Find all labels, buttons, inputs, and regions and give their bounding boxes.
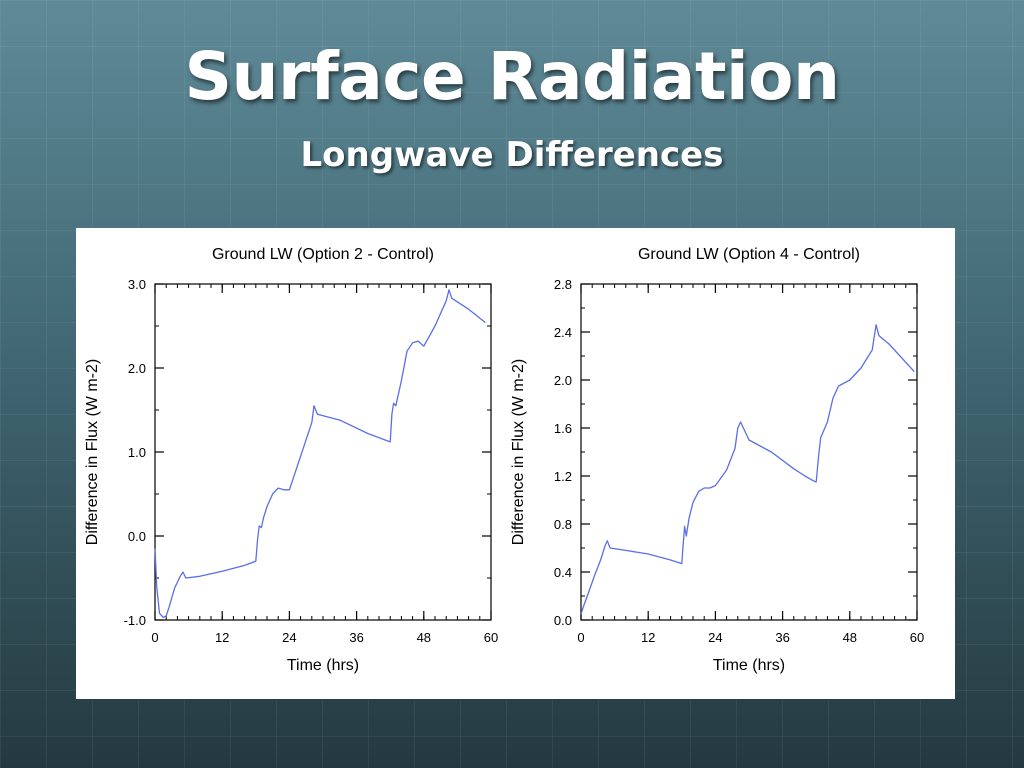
chart2-plot-frame: [580, 283, 918, 621]
chart2-x-axis-label: Time (hrs): [713, 657, 785, 674]
chart-panel: 0 12 24 36 48 60 -1.0 0.0 1.0 2.0 3.0 Ground LW (Op…: [76, 228, 955, 699]
chart2-y-axis-label: Difference in Flux (W m-2): [510, 359, 527, 545]
chart1-y-tick-label: -1.0: [124, 613, 146, 628]
chart2-x-tick-label: 12: [641, 630, 655, 645]
chart2-series-line: [580, 324, 915, 615]
chart1-series-line: [154, 289, 486, 619]
chart1-x-tick-label: 48: [417, 630, 431, 645]
chart1-y-tick-label: 0.0: [128, 529, 146, 544]
chart1-x-axis-label: Time (hrs): [287, 657, 359, 674]
chart2-title: Ground LW (Option 4 - Control): [638, 246, 860, 263]
slide-title: Surface Radiation: [184, 38, 840, 115]
chart2-x-tick-label: 24: [708, 630, 722, 645]
chart1-y-tick-label: 1.0: [128, 445, 146, 460]
chart2-x-tick-label: 36: [775, 630, 789, 645]
chart2-x-tick-label: 48: [843, 630, 857, 645]
chart2-x-tick-label: 0: [577, 630, 584, 645]
chart2-y-tick-label: 0.4: [554, 565, 572, 580]
chart1-y-axis-label: Difference in Flux (W m-2): [84, 359, 101, 545]
slide-subtitle: Longwave Differences: [300, 135, 724, 175]
chart1-y-tick-label: 2.0: [128, 361, 146, 376]
charts-svg: 0 12 24 36 48 60 -1.0 0.0 1.0 2.0 3.0 Ground LW (Op…: [84, 246, 924, 674]
chart2-y-tick-label: 0.0: [554, 613, 572, 628]
chart1-x-tick-label: 60: [484, 630, 498, 645]
chart1-x-tick-label: 24: [282, 630, 296, 645]
chart2-y-tick-label: 1.6: [554, 421, 572, 436]
chart1-x-tick-label: 0: [151, 630, 158, 645]
chart2-y-tick-label: 1.2: [554, 469, 572, 484]
chart2-y-tick-label: 2.4: [554, 325, 572, 340]
chart1-x-tick-label: 36: [349, 630, 363, 645]
chart2-y-tick-label: 0.8: [554, 517, 572, 532]
chart2-y-tick-label: 2.8: [554, 277, 572, 292]
chart1-y-tick-label: 3.0: [128, 277, 146, 292]
chart1-title: Ground LW (Option 2 - Control): [212, 246, 434, 263]
chart2-y-tick-label: 2.0: [554, 373, 572, 388]
chart2-x-tick-label: 60: [910, 630, 924, 645]
chart1-plot-frame: [154, 283, 492, 621]
chart1-x-tick-label: 12: [215, 630, 229, 645]
